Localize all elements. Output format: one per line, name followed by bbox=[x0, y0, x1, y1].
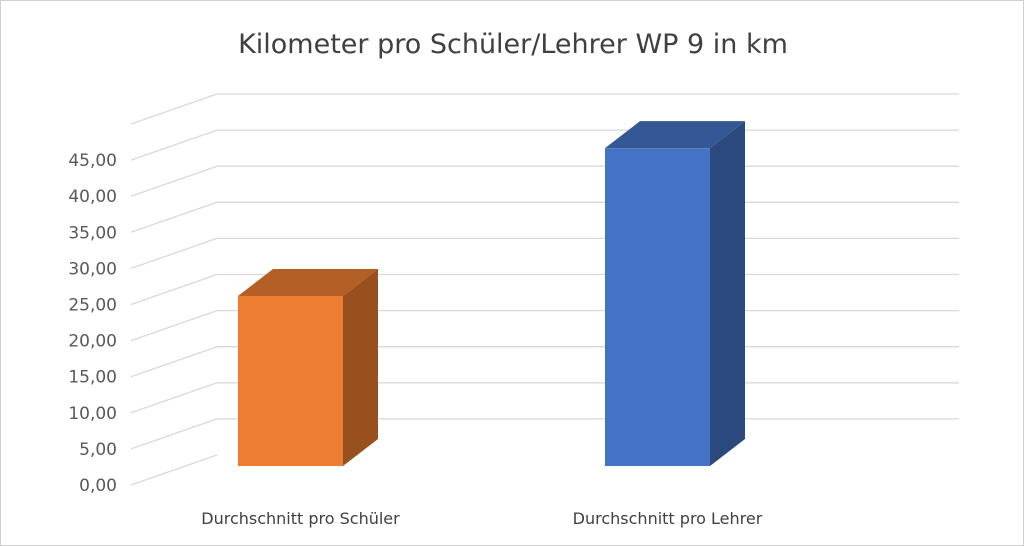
y-tick-label: 40,00 bbox=[68, 187, 117, 207]
gridline-side bbox=[130, 273, 218, 306]
x-category-label: Durchschnitt pro Schüler bbox=[201, 509, 400, 528]
bars bbox=[238, 121, 745, 466]
bar-front bbox=[238, 296, 343, 466]
gridline-side bbox=[130, 418, 218, 450]
gridline-side bbox=[130, 309, 218, 342]
y-tick-label: 30,00 bbox=[68, 259, 117, 279]
y-tick-label: 45,00 bbox=[68, 151, 117, 171]
gridline-side bbox=[130, 454, 218, 486]
y-tick-label: 5,00 bbox=[79, 440, 117, 460]
gridline-side bbox=[130, 165, 218, 197]
gridline-side bbox=[130, 237, 218, 270]
y-tick-label: 20,00 bbox=[68, 332, 117, 352]
chart-title: Kilometer pro Schüler/Lehrer WP 9 in km bbox=[238, 29, 788, 60]
x-axis-labels: Durchschnitt pro Schüler Durchschnitt pro… bbox=[201, 509, 762, 528]
bar-side bbox=[710, 121, 745, 466]
bar-top bbox=[605, 121, 745, 149]
bar-front bbox=[605, 148, 710, 466]
y-tick-label: 10,00 bbox=[68, 404, 117, 424]
gridline-side bbox=[130, 129, 218, 161]
bar-top bbox=[238, 269, 378, 296]
y-tick-label: 35,00 bbox=[68, 223, 117, 243]
x-category-label: Durchschnitt pro Lehrer bbox=[573, 509, 763, 528]
y-tick-label: 25,00 bbox=[68, 296, 117, 316]
y-tick-label: 0,00 bbox=[79, 476, 117, 496]
y-axis-ticks: 0,00 5,00 10,00 15,00 20,00 25,00 30,00 35,00 40… bbox=[68, 151, 117, 496]
gridline-side bbox=[130, 382, 218, 414]
bar-2 bbox=[605, 121, 745, 466]
bar-side bbox=[343, 269, 378, 466]
gridline-side bbox=[130, 93, 218, 125]
gridline-side bbox=[130, 201, 218, 233]
bar-1 bbox=[238, 269, 378, 466]
y-tick-label: 15,00 bbox=[68, 368, 117, 388]
gridline-side bbox=[130, 346, 218, 378]
